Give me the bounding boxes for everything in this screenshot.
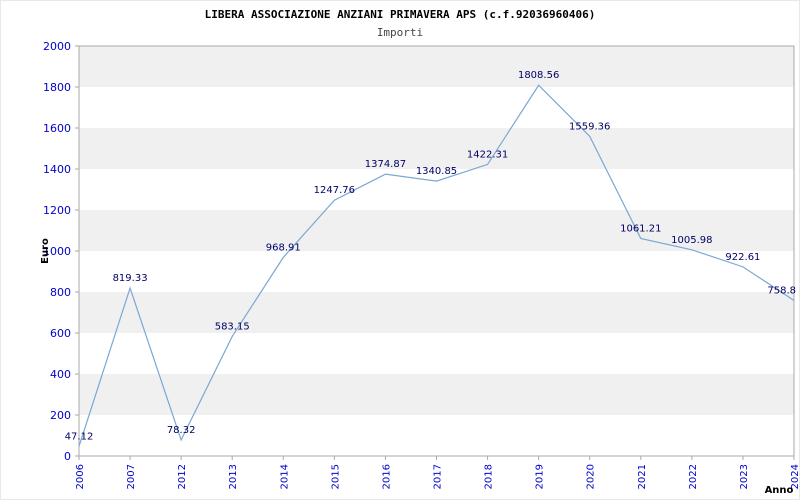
y-tick-label: 1400 <box>43 163 71 176</box>
data-point-label: 47.12 <box>65 431 94 442</box>
y-tick-label: 800 <box>50 286 71 299</box>
plot-band <box>79 128 794 169</box>
x-tick-label: 2020 <box>586 464 597 489</box>
x-tick-label: 2016 <box>381 464 392 489</box>
x-tick-label: 2015 <box>330 464 341 489</box>
x-tick-label: 2012 <box>177 464 188 489</box>
y-tick-label: 200 <box>50 409 71 422</box>
data-point-label: 1808.56 <box>518 70 559 81</box>
x-tick-label: 2024 <box>790 464 800 489</box>
x-axis-title: Anno <box>765 485 794 496</box>
y-tick-label: 2000 <box>43 40 71 53</box>
y-tick-label: 0 <box>64 450 71 463</box>
data-point-label: 1422.31 <box>467 149 508 160</box>
plot-band <box>79 374 794 415</box>
y-tick-label: 600 <box>50 327 71 340</box>
data-point-label: 78.32 <box>167 425 196 436</box>
x-tick-label: 2007 <box>126 464 137 489</box>
plot-band <box>79 415 794 456</box>
chart-subtitle: Importi <box>376 26 424 39</box>
plot-band <box>79 169 794 210</box>
data-point-label: 819.33 <box>113 273 148 284</box>
data-point-label: 922.61 <box>725 252 760 263</box>
x-tick-label: 2006 <box>75 464 86 489</box>
data-point-label: 1247.76 <box>314 185 355 196</box>
x-tick-label: 2021 <box>637 464 648 489</box>
x-tick-label: 2019 <box>535 464 546 489</box>
y-axis-title: Euro <box>40 238 51 264</box>
y-tick-label: 1600 <box>43 122 71 135</box>
plot-band <box>79 210 794 251</box>
data-point-label: 758.8 <box>767 285 796 296</box>
plot-band <box>79 87 794 128</box>
y-tick-label: 400 <box>50 368 71 381</box>
data-point-label: 1005.98 <box>671 235 712 246</box>
y-tick-label: 1000 <box>43 245 71 258</box>
data-point-label: 968.91 <box>266 242 301 253</box>
x-tick-label: 2014 <box>279 464 290 489</box>
data-line <box>78 84 795 447</box>
y-tick-label: 1800 <box>43 81 71 94</box>
plot-band <box>79 292 794 333</box>
data-point-label: 583.15 <box>215 321 250 332</box>
x-tick-label: 2023 <box>739 464 750 489</box>
x-tick-label: 2017 <box>433 464 444 489</box>
data-point-label: 1374.87 <box>365 159 406 170</box>
plot-band <box>79 333 794 374</box>
data-point-label: 1559.36 <box>569 121 610 132</box>
data-point-label: 1061.21 <box>620 223 661 234</box>
plot-band <box>79 251 794 292</box>
x-tick-label: 2022 <box>688 464 699 489</box>
data-point-label: 1340.85 <box>416 166 457 177</box>
y-tick-label: 1200 <box>43 204 71 217</box>
x-tick-label: 2013 <box>228 464 239 489</box>
plot-band <box>79 46 794 87</box>
x-tick-label: 2018 <box>484 464 495 489</box>
chart-title: LIBERA ASSOCIAZIONE ANZIANI PRIMAVERA AP… <box>204 8 596 21</box>
